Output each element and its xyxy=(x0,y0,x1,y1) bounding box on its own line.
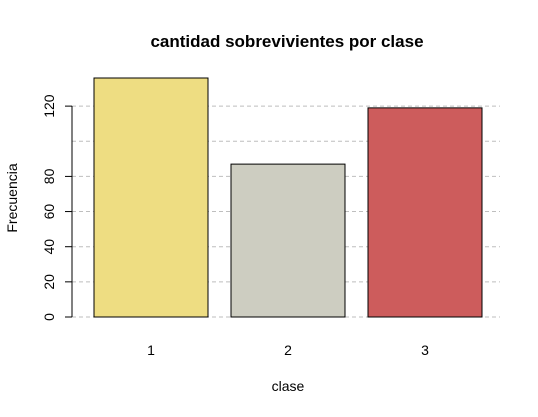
x-axis: 1 2 3 xyxy=(147,342,429,358)
bar-2 xyxy=(230,163,346,318)
y-tick-label: 0 xyxy=(41,313,57,321)
x-tick-label: 1 xyxy=(147,342,155,358)
y-tick-label: 120 xyxy=(41,94,57,118)
x-tick-label: 2 xyxy=(284,342,292,358)
x-tick-label: 3 xyxy=(421,342,429,358)
bar-3 xyxy=(367,107,483,318)
y-tick-label: 40 xyxy=(41,239,57,255)
y-tick-label: 60 xyxy=(41,204,57,220)
y-tick-label: 20 xyxy=(41,274,57,290)
y-axis-label: Frecuencia xyxy=(4,163,20,232)
bar-1 xyxy=(93,77,209,318)
x-axis-label: clase xyxy=(272,378,305,394)
y-axis: 0 20 40 60 80 120 xyxy=(41,94,72,321)
y-tick-label: 80 xyxy=(41,168,57,184)
chart-title: cantidad sobrevivientes por clase xyxy=(150,32,423,51)
bars xyxy=(93,77,483,318)
